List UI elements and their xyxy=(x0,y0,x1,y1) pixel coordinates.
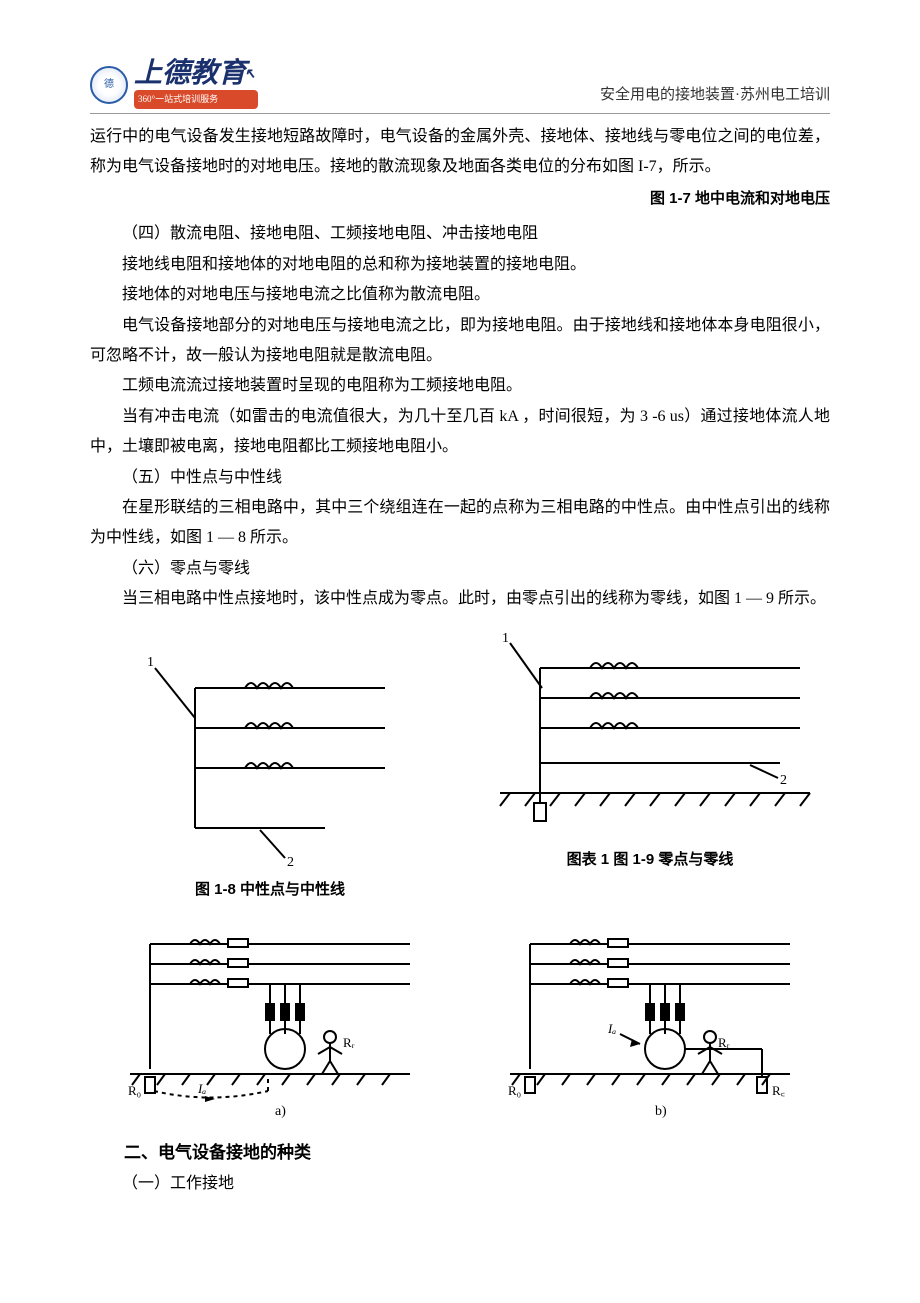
figure-bottom-b: R₀ R꜀ Rᵣ Iₐ b) xyxy=(470,919,830,1119)
cursor-icon: ↖ xyxy=(244,67,256,82)
label-Id: Iₐ xyxy=(607,1021,616,1036)
figure-caption-1-8: 图 1-8 中性点与中性线 xyxy=(195,876,345,905)
logo: 德 上德教育↖ 360°一站式培训服务 xyxy=(90,60,258,109)
paragraph: （四）散流电阻、接地电阻、工频接地电阻、冲击接地电阻 xyxy=(90,219,830,249)
page-header: 德 上德教育↖ 360°一站式培训服务 安全用电的接地装置·苏州电工培训 xyxy=(90,60,830,114)
diagram-zero-point: 1 2 xyxy=(480,628,820,838)
diagram-neutral-point: 1 2 xyxy=(125,628,415,868)
label-1: 1 xyxy=(502,631,509,646)
section-heading-2: 二、电气设备接地的种类 xyxy=(90,1137,830,1169)
label-Rr: Rᵣ xyxy=(718,1035,730,1050)
label-2: 2 xyxy=(287,855,294,868)
logo-sub-text: 360°一站式培训服务 xyxy=(134,90,258,109)
paragraph: 工频电流流过接地装置时呈现的电阻称为工频接地电阻。 xyxy=(90,371,830,401)
diagram-grounding-b: R₀ R꜀ Rᵣ Iₐ b) xyxy=(500,919,800,1119)
paragraph: 在星形联结的三相电路中，其中三个绕组连在一起的点称为三相电路的中性点。由中性点引… xyxy=(90,493,830,554)
figure-bottom-a: R₀ Rᵣ Iₐ a) xyxy=(90,919,450,1119)
paragraph: （六）零点与零线 xyxy=(90,554,830,584)
logo-seal-icon: 德 xyxy=(90,66,128,104)
figure-row-1: 1 2 图 1-8 中性点与中性线 xyxy=(90,628,830,905)
paragraph: 接地线电阻和接地体的对地电阻的总和称为接地装置的接地电阻。 xyxy=(90,250,830,280)
figure-caption-1-7: 图 1-7 地中电流和对地电压 xyxy=(90,185,830,214)
label-Ro: R₀ xyxy=(508,1083,521,1098)
diagram-grounding-a: R₀ Rᵣ Iₐ a) xyxy=(120,919,420,1119)
label-Ro: R₀ xyxy=(128,1083,141,1098)
logo-main-text: 上德教育↖ xyxy=(134,60,258,88)
label-b: b) xyxy=(655,1104,667,1119)
paragraph: （一）工作接地 xyxy=(90,1169,830,1199)
label-Rc: R꜀ xyxy=(772,1083,785,1098)
figure-1-8: 1 2 图 1-8 中性点与中性线 xyxy=(90,628,450,905)
paragraph: （五）中性点与中性线 xyxy=(90,463,830,493)
figure-row-2: R₀ Rᵣ Iₐ a) xyxy=(90,919,830,1119)
paragraph: 运行中的电气设备发生接地短路故障时，电气设备的金属外壳、接地体、接地线与零电位之… xyxy=(90,122,830,183)
label-1: 1 xyxy=(147,655,154,670)
figure-1-9: 1 2 图表 1 图 1-9 零点与零线 xyxy=(470,628,830,875)
header-right-text: 安全用电的接地装置·苏州电工培训 xyxy=(600,81,830,110)
figure-caption-1-9: 图表 1 图 1-9 零点与零线 xyxy=(567,846,734,875)
label-2: 2 xyxy=(780,773,787,788)
paragraph: 当有冲击电流（如雷击的电流值很大，为几十至几百 kA ，时间很短，为 3 -6 … xyxy=(90,402,830,463)
paragraph: 电气设备接地部分的对地电压与接地电流之比，即为接地电阻。由于接地线和接地体本身电… xyxy=(90,311,830,372)
paragraph: 接地体的对地电压与接地电流之比值称为散流电阻。 xyxy=(90,280,830,310)
label-a: a) xyxy=(275,1104,286,1119)
paragraph: 当三相电路中性点接地时，该中性点成为零点。此时，由零点引出的线称为零线，如图 1… xyxy=(90,584,830,614)
label-Rr: Rᵣ xyxy=(343,1035,355,1050)
label-Id: Iₐ xyxy=(197,1081,206,1096)
